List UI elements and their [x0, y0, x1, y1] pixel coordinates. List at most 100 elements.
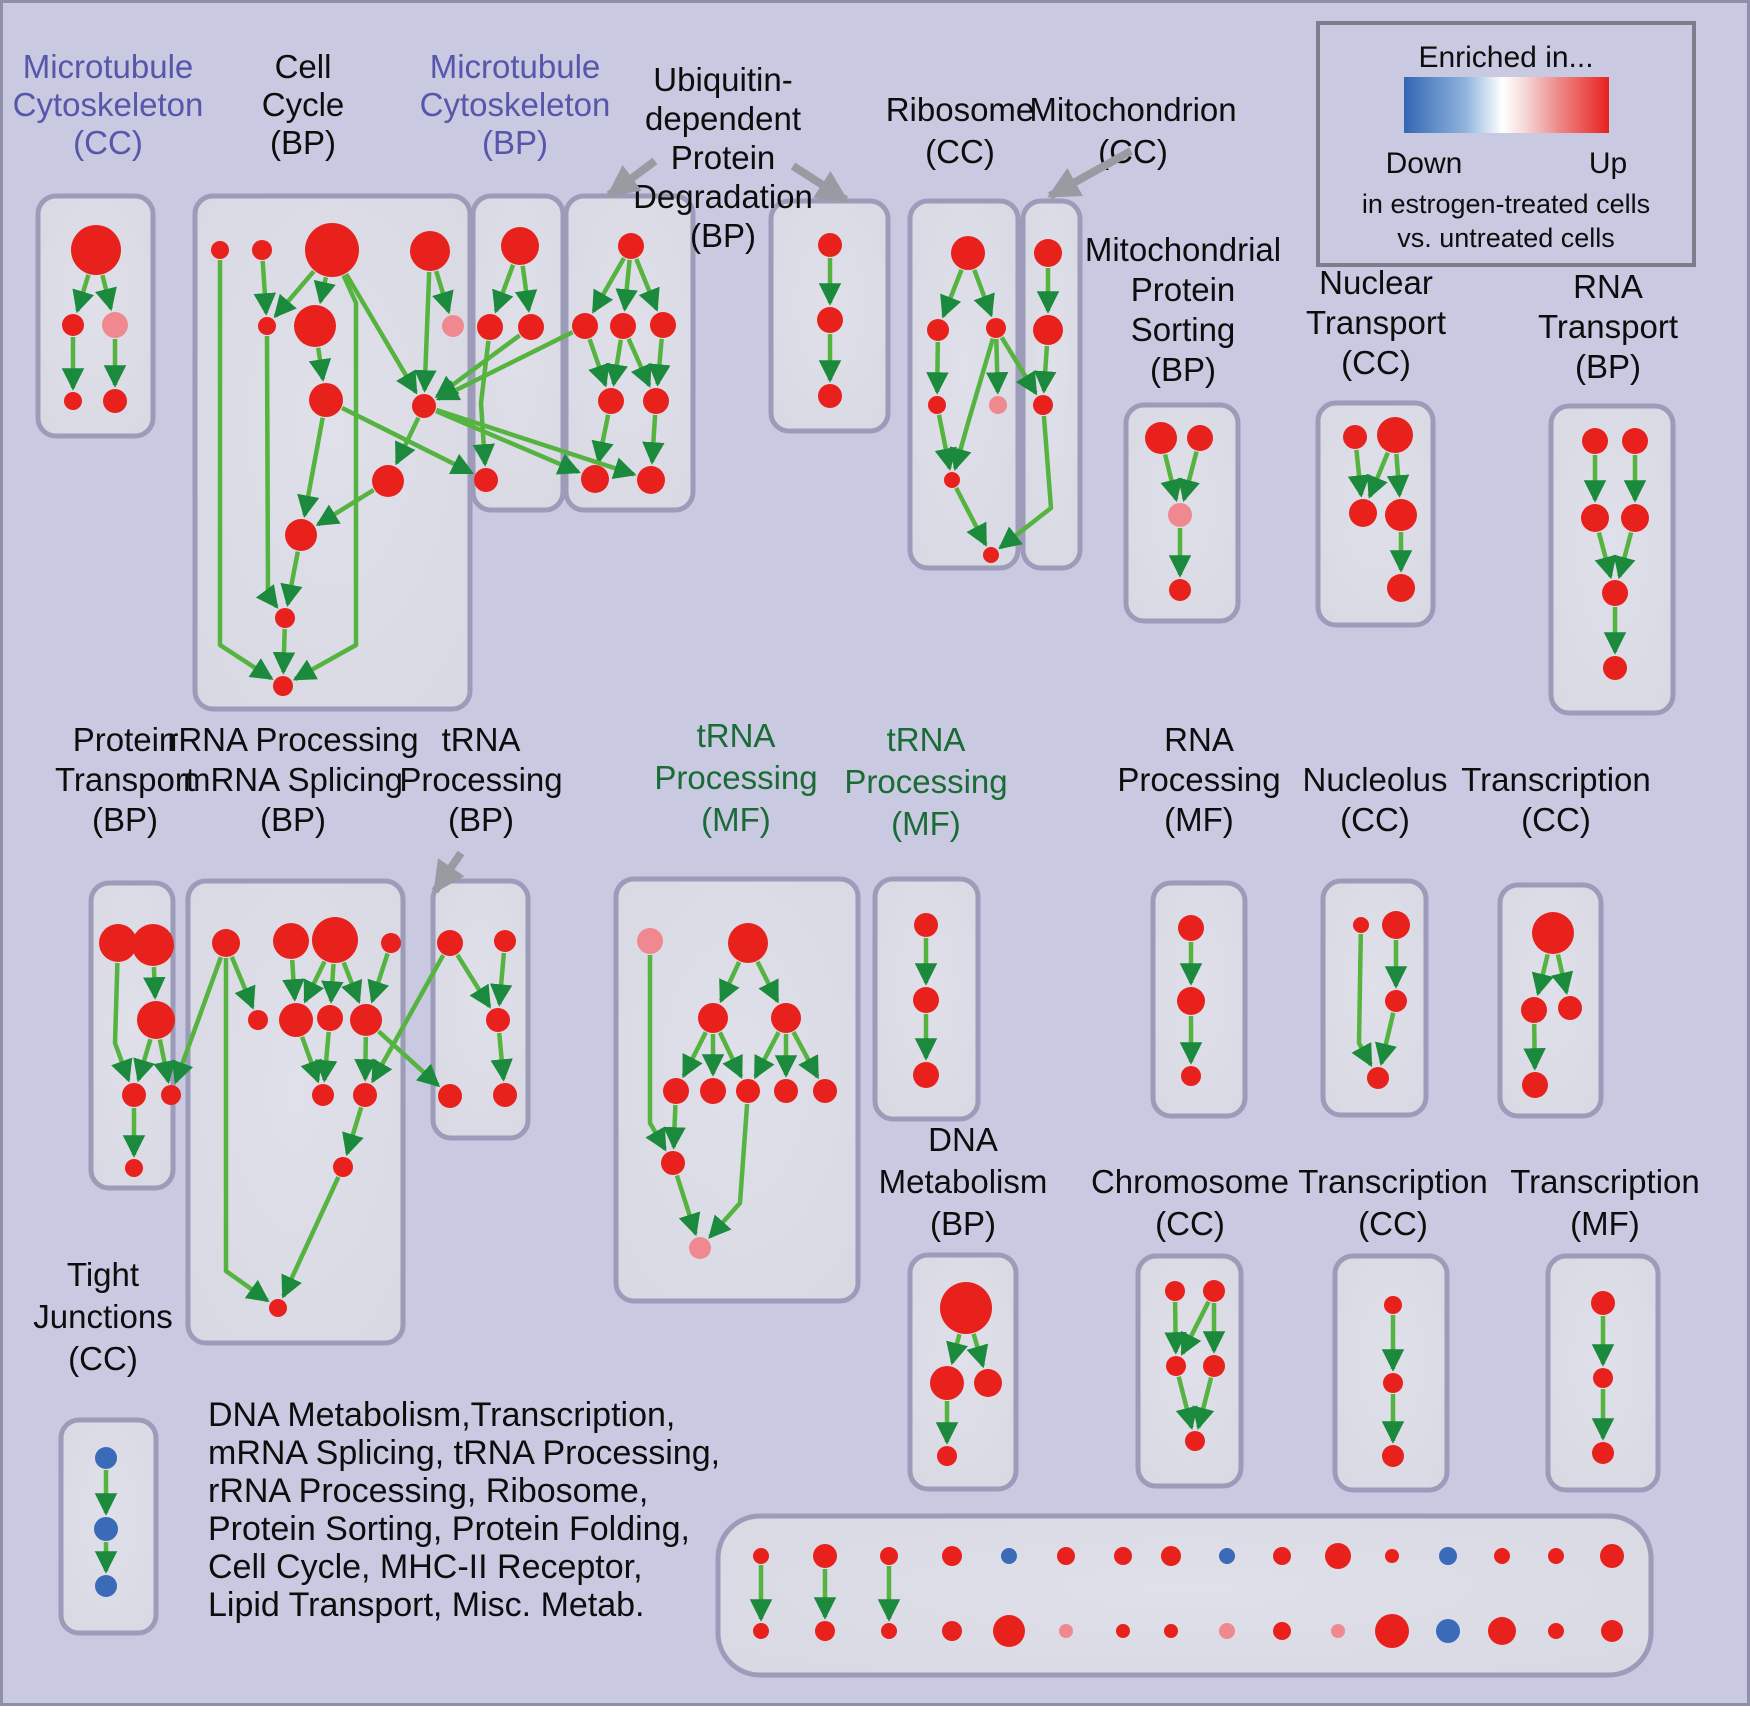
edge-arrow [674, 1174, 701, 1237]
node-cell_cycle-n7 [309, 383, 343, 417]
edge-arrow [111, 962, 133, 1083]
edge-arrow [966, 1333, 989, 1369]
edge-arrow [1175, 1376, 1198, 1431]
matrix-node-top-4 [942, 1546, 962, 1566]
edge-arrow [753, 1031, 781, 1080]
group-box-bottom-matrix [715, 1513, 1654, 1678]
edge-arrow [587, 338, 610, 388]
node-chromosome-B [1185, 1431, 1205, 1451]
node-chromosome-tR [1203, 1280, 1225, 1302]
group-label-dna_met: DNA Metabolism (BP) [879, 1121, 1048, 1242]
layer-labels: Microtubule Cytoskeleton (CC) Cell Cycle (BP)… [13, 48, 1700, 1377]
edge-arrow [253, 260, 277, 316]
node-mt_bp-rL [477, 314, 503, 340]
node-cell_cycle-n1 [211, 241, 229, 259]
node-ribosome-B [983, 547, 999, 563]
node-ub_deg-a [572, 313, 598, 339]
node-mt_cc-e [103, 389, 127, 413]
node-trna_mf_a-b2 [700, 1078, 726, 1104]
edge-arrow [708, 1103, 750, 1239]
legend-title: Enriched in... [1418, 41, 1594, 74]
edge-arrow [591, 256, 626, 314]
footnote-line: Cell Cycle, MHC-II Receptor, [208, 1548, 643, 1586]
edge-arrow [370, 954, 446, 1084]
group-label-mito: Mitochondrion (CC) [1029, 91, 1236, 170]
node-ub_deg-e [643, 388, 669, 414]
node-mt_bp-B [474, 468, 498, 492]
edge-arrow [934, 414, 957, 471]
node-prot_trans-M [137, 1001, 175, 1039]
edge-arrow [435, 330, 574, 401]
node-dna_met-mL [930, 1366, 964, 1400]
group-label-trna_mf_b: tRNA Processing (MF) [844, 721, 1007, 842]
edge-arrow [280, 551, 303, 607]
group-label-mt_cc: Microtubule Cytoskeleton (CC) [13, 48, 204, 161]
group-label-mt_bp: Microtubule Cytoskeleton (BP) [420, 48, 611, 161]
node-cell_cycle-p [442, 315, 464, 337]
edge-arrow [645, 955, 667, 1152]
node-trna_mf_a-T [728, 923, 768, 963]
edge-arrow [1351, 933, 1373, 1068]
group-label-chromosome: Chromosome (CC) [1091, 1163, 1289, 1242]
node-trna_mf_a-b5 [813, 1079, 837, 1103]
node-rrna-c1 [333, 1157, 353, 1177]
edge-arrow [432, 270, 454, 315]
node-trna_bp-p2 [494, 930, 516, 952]
group-box-chromosome [1135, 1253, 1244, 1489]
edge-arrow [999, 336, 1038, 396]
node-prot_trans-T1 [99, 924, 137, 962]
matrix-node-bottom-1 [753, 1623, 769, 1639]
edge-arrow [998, 415, 1054, 550]
node-nuc_trans-mR [1385, 499, 1417, 531]
edge-arrow [314, 1031, 338, 1083]
edge-arrow [514, 265, 538, 313]
node-dna_met-mR [974, 1369, 1002, 1397]
edge-arrow [292, 274, 359, 682]
legend-down-label: Down [1385, 147, 1463, 180]
node-chromosome-mR [1203, 1355, 1225, 1377]
matrix-node-top-15 [1548, 1548, 1564, 1564]
edge-arrow [455, 953, 492, 1009]
node-trans_cc_r2-mR [1558, 996, 1582, 1020]
node-ub_target-u3 [818, 384, 842, 408]
node-trna_bp-q1 [438, 1084, 462, 1108]
node-trna_mf_a-b4 [774, 1079, 798, 1103]
edge-arrow [1551, 954, 1574, 996]
node-trna_mf_a-mR [771, 1003, 801, 1033]
node-cell_cycle-n6 [294, 305, 336, 347]
edge-arrow [255, 335, 279, 609]
node-ub_deg-f [581, 465, 609, 493]
node-nucleolus-B [1367, 1067, 1389, 1089]
edge-arrow [342, 1106, 364, 1157]
node-trans_mf_r3-c [1592, 1442, 1614, 1464]
matrix-node-top-5 [1001, 1548, 1017, 1564]
node-ub_deg-b [610, 313, 636, 339]
edge-arrow [229, 956, 256, 1010]
node-trna_bp-p1 [437, 930, 463, 956]
legend-up-label: Up [1588, 147, 1628, 180]
node-trans_cc_r2-T [1532, 912, 1574, 954]
node-trans_mf_r3-b [1593, 1368, 1613, 1388]
edge-arrow [1178, 451, 1200, 503]
node-rna_proc-b [1177, 987, 1205, 1015]
node-cell_cycle-n9 [285, 519, 317, 551]
node-mito-L [1033, 395, 1053, 415]
matrix-node-bottom-9 [1219, 1623, 1235, 1639]
node-tight_junc-c [95, 1575, 117, 1597]
matrix-node-top-10 [1273, 1547, 1291, 1565]
node-ribosome-mB [944, 472, 960, 488]
node-trans_cc_r3-b [1383, 1373, 1403, 1393]
matrix-node-top-9 [1219, 1548, 1235, 1564]
edge-arrow [591, 414, 614, 465]
node-cell_cycle-n3 [305, 223, 359, 277]
edge-arrow [1033, 345, 1057, 394]
group-label-nucleolus: Nucleolus (CC) [1303, 761, 1448, 838]
group-label-trans_cc_r3: Transcription (CC) [1298, 1163, 1488, 1242]
node-dna_met-B [937, 1446, 957, 1466]
node-trans_cc_r2-B [1522, 1072, 1548, 1098]
edge-arrow [171, 956, 224, 1085]
edge-arrow [634, 258, 660, 312]
node-trna_mf_b-c [913, 1062, 939, 1088]
matrix-node-top-12 [1385, 1549, 1399, 1563]
